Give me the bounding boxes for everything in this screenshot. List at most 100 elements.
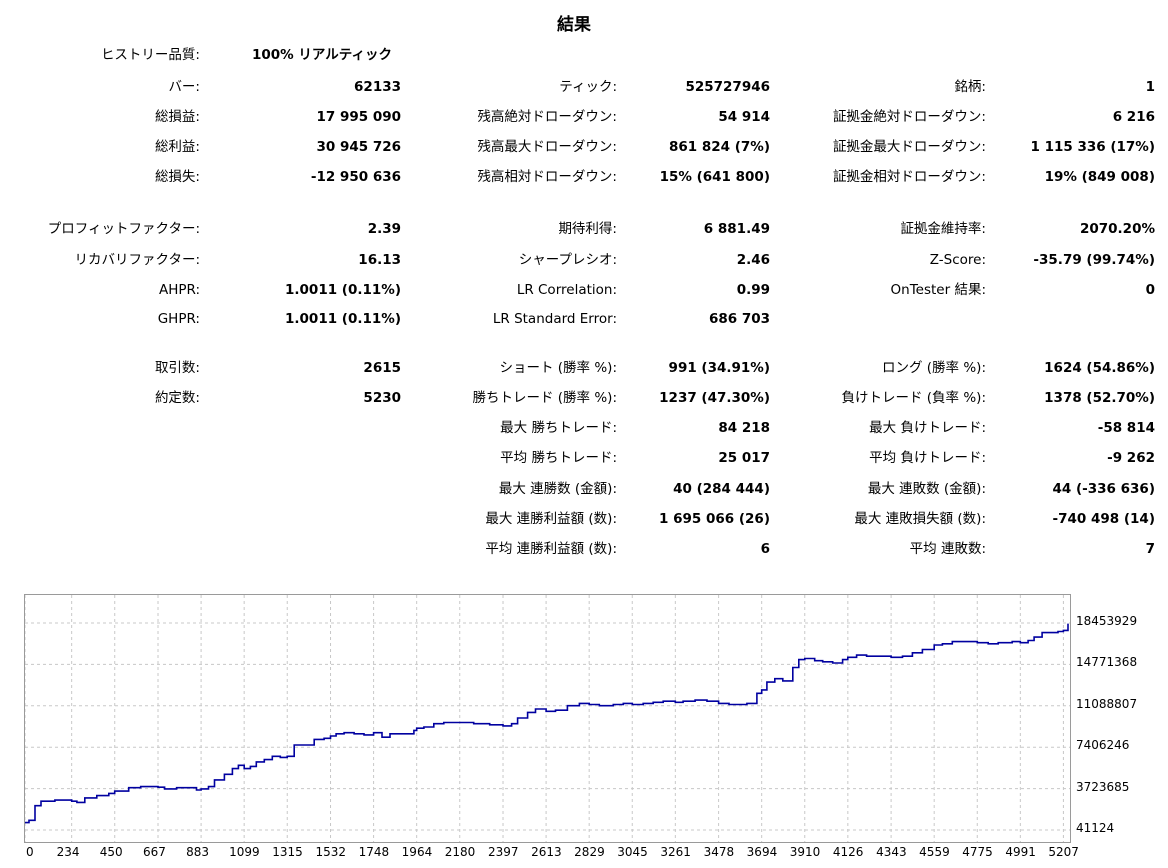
stat-label: ティック: bbox=[559, 79, 617, 95]
stat-label: AHPR: bbox=[158, 282, 200, 298]
x-tick-label: 1748 bbox=[358, 845, 390, 859]
stat-label: 平均 連敗数: bbox=[909, 541, 986, 557]
stat-label: 取引数: bbox=[154, 360, 200, 376]
stat-label: 残高最大ドローダウン: bbox=[477, 139, 617, 155]
x-tick-label: 4775 bbox=[962, 845, 993, 859]
x-tick-label: 4991 bbox=[1005, 845, 1036, 859]
stat-label: LR Correlation: bbox=[516, 282, 617, 298]
stat-value: 54 914 bbox=[718, 109, 770, 125]
x-tick-label: 4126 bbox=[832, 845, 864, 859]
stat-value: 2.46 bbox=[736, 252, 770, 268]
stat-label: 証拠金絶対ドローダウン: bbox=[832, 109, 986, 125]
stat-label: 証拠金維持率: bbox=[900, 221, 986, 237]
stat-value: 16.13 bbox=[358, 252, 401, 268]
stat-label: 平均 連勝利益額 (数): bbox=[485, 541, 617, 557]
report-title: 結果 bbox=[557, 15, 591, 35]
y-tick-label: 3723685 bbox=[1076, 779, 1130, 794]
stat-value: 17 995 090 bbox=[316, 109, 401, 125]
balance-chart bbox=[24, 594, 1071, 843]
stat-value: 40 (284 444) bbox=[673, 481, 770, 497]
x-tick-label: 234 bbox=[56, 845, 80, 859]
stat-value: 44 (-336 636) bbox=[1052, 481, 1156, 497]
x-tick-label: 667 bbox=[143, 845, 166, 859]
y-tick-label: 7406246 bbox=[1076, 738, 1130, 753]
y-tick-label: 14771368 bbox=[1076, 655, 1138, 670]
stat-label: 勝ちトレード (勝率 %): bbox=[472, 390, 618, 406]
stat-value: 686 703 bbox=[708, 311, 770, 327]
x-tick-label: 1532 bbox=[315, 845, 347, 859]
x-tick-label: 4559 bbox=[919, 845, 950, 859]
stat-value: 6 881.49 bbox=[703, 221, 770, 237]
stat-value: -35.79 (99.74%) bbox=[1033, 252, 1155, 268]
x-tick-label: 2180 bbox=[444, 845, 476, 859]
stat-value: 84 218 bbox=[718, 420, 770, 436]
stat-label: Z-Score: bbox=[929, 252, 986, 268]
stat-value: 2615 bbox=[363, 360, 401, 376]
stat-value: 6 bbox=[760, 541, 770, 557]
stat-label: バー: bbox=[168, 79, 200, 95]
x-tick-label: 2397 bbox=[488, 845, 519, 859]
stat-value: 1 695 066 (26) bbox=[659, 511, 770, 527]
stat-value: 100% リアルティック bbox=[252, 47, 392, 63]
stat-value: 2070.20% bbox=[1079, 221, 1155, 237]
balance-chart-svg bbox=[25, 595, 1070, 842]
x-tick-label: 883 bbox=[186, 845, 209, 859]
x-tick-label: 1964 bbox=[401, 845, 433, 859]
stat-label: 期待利得: bbox=[558, 221, 617, 237]
stat-label: シャープレシオ: bbox=[518, 252, 617, 268]
stat-value: 5230 bbox=[363, 390, 401, 406]
stat-value: 1378 (52.70%) bbox=[1044, 390, 1155, 406]
stat-label: 最大 勝ちトレード: bbox=[500, 420, 617, 436]
stat-value: 0.99 bbox=[736, 282, 770, 298]
stat-value: 0 bbox=[1145, 282, 1155, 298]
stat-label: リカバリファクター: bbox=[74, 252, 200, 268]
y-tick-label: 11088807 bbox=[1076, 696, 1138, 711]
balance-series-line bbox=[25, 623, 1069, 824]
x-tick-label: 1099 bbox=[229, 845, 260, 859]
stat-value: 30 945 726 bbox=[316, 139, 401, 155]
stat-label: 総損益: bbox=[154, 109, 200, 125]
stat-label: 約定数: bbox=[154, 390, 200, 406]
stat-value: -9 262 bbox=[1107, 450, 1155, 466]
stat-label: 証拠金相対ドローダウン: bbox=[832, 169, 986, 185]
x-tick-label: 2829 bbox=[574, 845, 605, 859]
stat-value: 1237 (47.30%) bbox=[659, 390, 770, 406]
stat-value: 861 824 (7%) bbox=[668, 139, 770, 155]
stat-value: 6 216 bbox=[1112, 109, 1155, 125]
stat-label: プロフィットファクター: bbox=[47, 221, 200, 237]
stat-label: 総損失: bbox=[154, 169, 200, 185]
stat-label: 最大 連敗数 (金額): bbox=[867, 481, 986, 497]
stat-value: 19% (849 008) bbox=[1044, 169, 1155, 185]
x-tick-label: 2613 bbox=[531, 845, 562, 859]
stat-label: 銘柄: bbox=[954, 79, 986, 95]
stat-label: GHPR: bbox=[157, 311, 200, 327]
stat-label: ロング (勝率 %): bbox=[882, 360, 986, 376]
x-tick-label: 4343 bbox=[876, 845, 907, 859]
stat-value: 525727946 bbox=[685, 79, 770, 95]
stat-label: ショート (勝率 %): bbox=[499, 360, 618, 376]
y-tick-label: 41124 bbox=[1076, 821, 1115, 835]
stat-value: -12 950 636 bbox=[310, 169, 401, 185]
stat-value: 991 (34.91%) bbox=[668, 360, 770, 376]
stat-value: -740 498 (14) bbox=[1052, 511, 1156, 527]
x-tick-label: 3694 bbox=[746, 845, 778, 859]
stat-value: 7 bbox=[1145, 541, 1155, 557]
x-tick-label: 450 bbox=[99, 845, 123, 859]
stat-label: 平均 負けトレード: bbox=[869, 450, 986, 466]
x-tick-label: 1315 bbox=[272, 845, 303, 859]
stat-label: OnTester 結果: bbox=[890, 282, 986, 298]
stat-label: LR Standard Error: bbox=[492, 311, 617, 327]
x-tick-label: 0 bbox=[26, 845, 34, 859]
stat-value: 2.39 bbox=[367, 221, 401, 237]
stat-value: 62133 bbox=[354, 79, 401, 95]
stat-label: 最大 連勝利益額 (数): bbox=[485, 511, 617, 527]
stat-label: 最大 連勝数 (金額): bbox=[498, 481, 617, 497]
stat-value: 1.0011 (0.11%) bbox=[285, 311, 401, 327]
y-tick-label: 18453929 bbox=[1076, 614, 1138, 628]
stat-value: 1 115 336 (17%) bbox=[1030, 139, 1155, 155]
stat-label: 最大 連敗損失額 (数): bbox=[854, 511, 986, 527]
stat-label: 残高絶対ドローダウン: bbox=[477, 109, 617, 125]
stat-value: 1.0011 (0.11%) bbox=[285, 282, 401, 298]
stat-label: 総利益: bbox=[154, 139, 200, 155]
stat-value: 1624 (54.86%) bbox=[1044, 360, 1155, 376]
